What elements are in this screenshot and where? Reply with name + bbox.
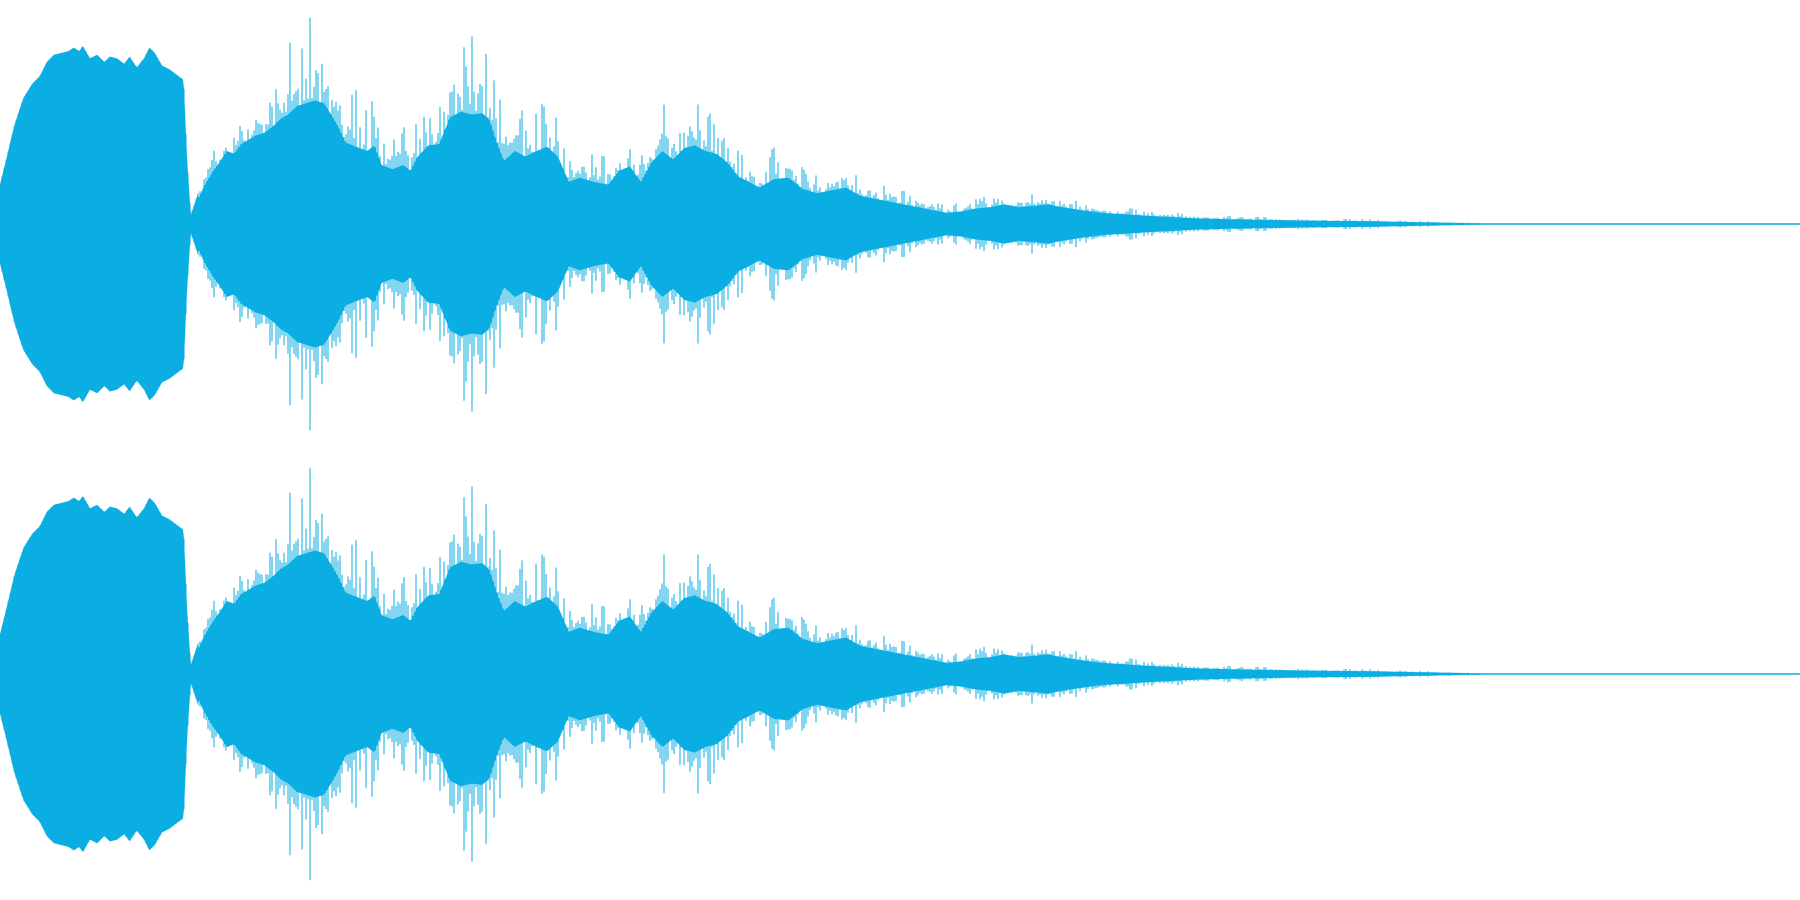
waveform-channel-1 [0,17,1800,431]
waveform-channel-2 [0,450,1800,900]
waveform-channel-1-plot [0,17,1800,431]
waveform-channel-2-plot [0,467,1800,881]
